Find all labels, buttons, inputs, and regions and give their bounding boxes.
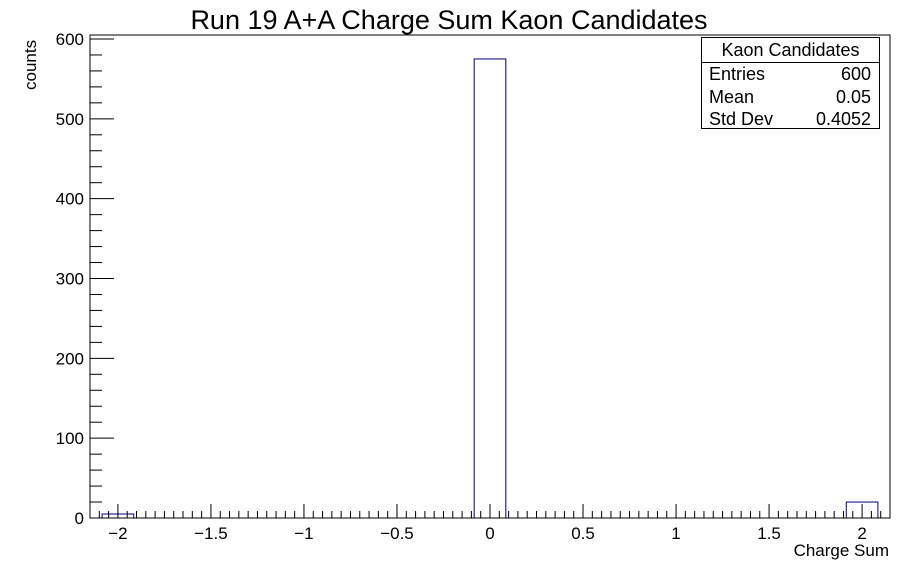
y-tick-label: 500 <box>56 110 84 129</box>
stats-key: Std Dev <box>709 109 774 129</box>
stats-box: Kaon Candidates Entries 600 Mean 0.05 St… <box>701 37 880 129</box>
x-tick-label: −1.5 <box>194 524 228 543</box>
stats-row-entries: Entries 600 <box>702 63 879 86</box>
x-tick-label: 2 <box>857 524 866 543</box>
chart-title: Run 19 A+A Charge Sum Kaon Candidates <box>190 5 707 35</box>
y-axis-label: counts <box>21 40 40 90</box>
x-tick-label: 0 <box>485 524 494 543</box>
x-axis-ticks: −2 −1.5 −1 −0.5 0 0.5 1 1.5 2 <box>108 504 867 543</box>
x-axis-label: Charge Sum <box>794 541 889 560</box>
x-tick-label: −0.5 <box>380 524 414 543</box>
x-tick-label: −1 <box>294 524 313 543</box>
y-tick-label: 200 <box>56 349 84 368</box>
x-tick-label: 0.5 <box>571 524 595 543</box>
stats-row-std-dev: Std Dev 0.4052 <box>702 108 879 131</box>
stats-value: 0.4052 <box>815 109 871 129</box>
x-tick-label: 1.5 <box>757 524 781 543</box>
y-tick-label: 100 <box>56 429 84 448</box>
stats-row-mean: Mean 0.05 <box>702 86 879 109</box>
stats-key: Entries <box>709 64 766 84</box>
stats-title: Kaon Candidates <box>702 38 879 63</box>
stats-key: Mean <box>709 86 755 107</box>
y-tick-label: 400 <box>56 190 84 209</box>
histogram-bar <box>473 58 507 519</box>
y-tick-label: 0 <box>75 509 84 528</box>
x-tick-label: 1 <box>671 524 680 543</box>
y-tick-label: 600 <box>56 30 84 49</box>
x-tick-label: −2 <box>108 524 127 543</box>
stats-value: 0.05 <box>835 86 871 107</box>
minor-ticks <box>89 54 891 518</box>
y-tick-label: 300 <box>56 269 84 288</box>
stats-value: 600 <box>840 64 871 84</box>
y-axis-ticks: 0 100 200 300 400 500 600 <box>56 30 114 528</box>
